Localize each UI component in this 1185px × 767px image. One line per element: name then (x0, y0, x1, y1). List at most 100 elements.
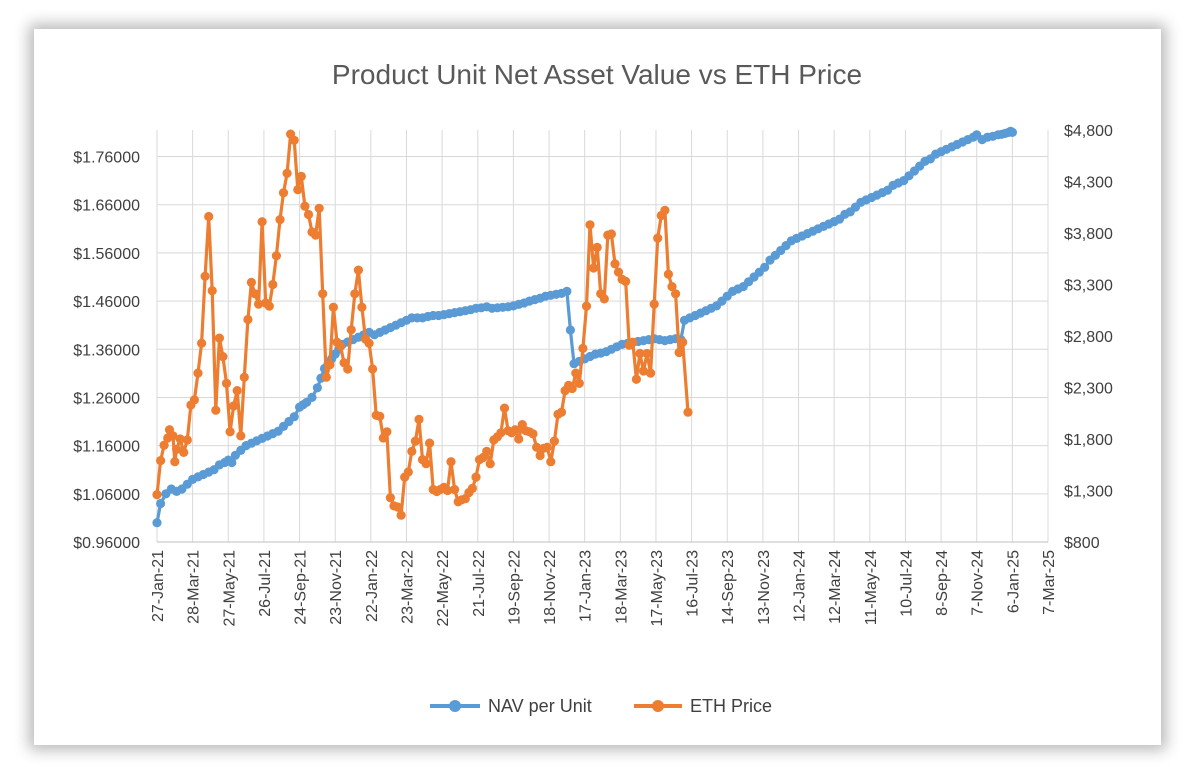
eth-point (246, 277, 256, 287)
right-tick-label: $3,800 (1064, 226, 1113, 243)
legend: NAV per Unit ETH Price (430, 696, 772, 716)
right-tick-label: $2,300 (1064, 381, 1113, 398)
eth-point (321, 372, 331, 382)
x-tick-label: 7-Nov-24 (970, 550, 987, 616)
x-tick-label: 17-Jan-23 (578, 550, 595, 622)
eth-point (303, 209, 314, 220)
legend-item-nav[interactable]: NAV per Unit (430, 696, 592, 716)
nav-point (1007, 127, 1018, 137)
eth-point (364, 338, 374, 348)
eth-point (510, 425, 520, 435)
left-tick-label: $1.16000 (73, 439, 140, 456)
eth-point (296, 171, 306, 181)
legend-nav-label: NAV per Unit (488, 696, 592, 716)
eth-point (482, 446, 492, 456)
x-tick-label: 27-May-21 (221, 550, 238, 627)
left-tick-label: $1.66000 (73, 198, 140, 215)
left-tick-label: $0.96000 (73, 535, 140, 552)
x-tick-label: 6-Jan-25 (1005, 550, 1022, 613)
eth-point (314, 203, 324, 213)
eth-point (621, 276, 631, 286)
x-tick-label: 26-Jul-21 (257, 550, 274, 617)
eth-point (311, 230, 321, 240)
nav-point (562, 286, 572, 296)
eth-point (335, 341, 346, 351)
chart-card (34, 29, 1161, 745)
eth-point (343, 364, 353, 374)
right-tick-label: $2,800 (1064, 329, 1113, 346)
eth-point (346, 325, 356, 335)
left-tick-label: $1.26000 (73, 390, 140, 407)
eth-point (325, 360, 335, 370)
nav-point (312, 383, 322, 393)
eth-point (282, 168, 292, 178)
eth-point (197, 338, 207, 348)
x-tick-label: 10-Jul-24 (898, 550, 915, 617)
x-tick-label: 17-May-23 (649, 550, 666, 627)
legend-item-eth[interactable]: ETH Price (634, 696, 772, 716)
eth-point (592, 242, 602, 252)
nav-point (227, 457, 237, 468)
right-tick-label: $1,300 (1064, 484, 1113, 501)
eth-point (667, 282, 677, 292)
legend-nav-marker (449, 700, 461, 712)
x-tick-label: 12-Jan-24 (792, 550, 809, 622)
right-axis-ticks: $800 $1,300 $1,800 $2,300 $2,800 $3,300 $3,800… (1064, 123, 1113, 552)
eth-point (674, 347, 684, 358)
x-tick-label: 24-Sep-21 (293, 550, 310, 625)
eth-point (189, 395, 199, 405)
eth-point (368, 364, 378, 374)
eth-point (599, 294, 609, 304)
eth-point (243, 314, 253, 325)
right-tick-label: $800 (1064, 535, 1100, 552)
eth-point (642, 348, 652, 359)
eth-point (446, 457, 456, 467)
eth-point (671, 289, 681, 299)
nav-point (289, 412, 299, 422)
eth-point (589, 263, 599, 273)
x-tick-label: 12-Mar-24 (827, 550, 844, 624)
eth-point (396, 510, 406, 520)
eth-point (193, 368, 203, 378)
eth-point (606, 229, 617, 239)
chart-title: Product Unit Net Asset Value vs ETH Pric… (332, 59, 862, 90)
eth-point (232, 386, 242, 396)
eth-point (179, 447, 189, 457)
eth-point (496, 428, 506, 438)
eth-point (660, 205, 670, 215)
eth-point (218, 352, 228, 362)
eth-point (649, 299, 659, 309)
x-tick-label: 7-Mar-25 (1041, 550, 1058, 615)
eth-point (204, 211, 214, 222)
series-nav-per-unit (152, 126, 1018, 528)
eth-point (350, 289, 360, 299)
left-tick-label: $1.06000 (73, 487, 140, 504)
x-tick-label: 22-May-22 (435, 550, 452, 627)
nav-point (760, 262, 770, 272)
eth-point (250, 289, 260, 299)
x-tick-label: 14-Sep-23 (720, 550, 737, 625)
nav-point (156, 498, 166, 509)
eth-point (549, 436, 560, 446)
x-tick-label: 18-Nov-22 (542, 550, 559, 625)
eth-point (450, 484, 460, 495)
x-tick-label: 28-Mar-21 (186, 550, 203, 624)
x-tick-label: 18-Mar-23 (613, 550, 630, 624)
eth-point (578, 343, 588, 353)
right-tick-label: $4,800 (1064, 123, 1113, 140)
eth-point (610, 259, 620, 269)
eth-point (646, 368, 656, 378)
left-tick-label: $1.46000 (73, 294, 140, 311)
x-tick-label: 23-Mar-22 (399, 550, 416, 624)
eth-point (221, 378, 232, 388)
eth-point (581, 301, 592, 311)
eth-point (393, 502, 403, 512)
eth-point (225, 427, 235, 437)
eth-point (663, 269, 674, 279)
eth-point (152, 490, 162, 500)
eth-point (254, 299, 264, 309)
eth-point (528, 429, 538, 439)
x-tick-label: 8-Sep-24 (934, 550, 951, 616)
x-tick-label: 27-Jan-21 (150, 550, 167, 622)
